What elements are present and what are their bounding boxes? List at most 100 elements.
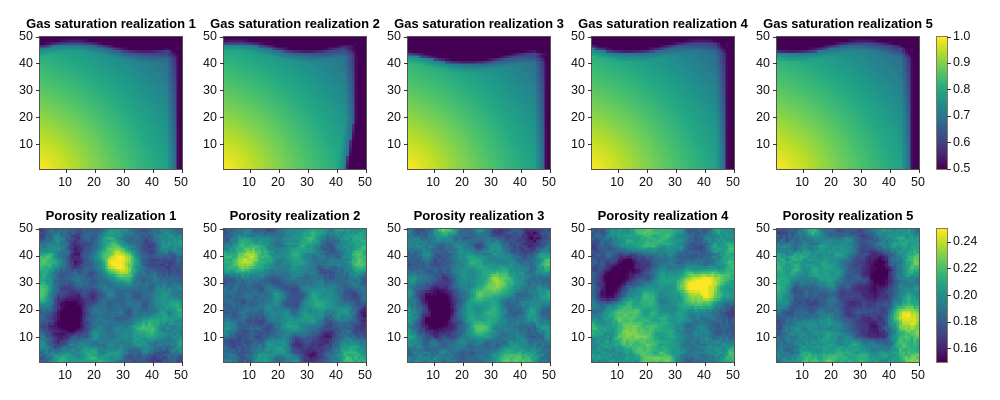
y-tick-label: 10 bbox=[571, 136, 585, 151]
x-tick bbox=[802, 362, 804, 366]
panel-title: Porosity realization 3 bbox=[413, 208, 545, 223]
x-tick bbox=[152, 362, 154, 366]
colorbar-tick-label: 0.5 bbox=[953, 161, 971, 175]
x-tick-label: 10 bbox=[58, 175, 72, 189]
panel-title: Porosity realization 5 bbox=[782, 208, 914, 223]
x-tick bbox=[549, 169, 551, 173]
colorbar-tick-label: 0.20 bbox=[953, 287, 978, 302]
x-tick-label: 30 bbox=[668, 175, 682, 189]
y-tick bbox=[773, 282, 777, 284]
y-tick bbox=[588, 36, 592, 38]
y-tick-label: 30 bbox=[203, 82, 217, 97]
y-tick bbox=[773, 144, 777, 146]
y-tick-label: 40 bbox=[19, 248, 33, 263]
x-tick-label: 30 bbox=[853, 368, 867, 382]
panel-title: Gas saturation realization 4 bbox=[578, 16, 748, 31]
y-tick-label: 30 bbox=[571, 275, 585, 290]
x-tick-label: 30 bbox=[300, 175, 314, 189]
y-tick bbox=[404, 255, 408, 257]
x-tick-label: 10 bbox=[242, 175, 256, 189]
y-tick bbox=[588, 90, 592, 92]
y-tick-label: 40 bbox=[756, 55, 770, 70]
x-tick bbox=[704, 362, 706, 366]
x-tick bbox=[249, 362, 251, 366]
x-tick bbox=[278, 169, 280, 173]
x-tick-label: 10 bbox=[610, 368, 624, 382]
y-tick bbox=[588, 144, 592, 146]
x-tick-label: 50 bbox=[911, 368, 925, 382]
x-tick-label: 40 bbox=[513, 175, 527, 189]
x-tick bbox=[675, 169, 677, 173]
x-tick-label: 20 bbox=[271, 175, 285, 189]
colorbar-tick-label: 0.16 bbox=[953, 340, 978, 355]
x-tick-label: 40 bbox=[513, 368, 527, 382]
colorbar-tick-label: 0.9 bbox=[953, 55, 971, 70]
x-tick-label: 20 bbox=[271, 368, 285, 382]
y-tick bbox=[36, 282, 40, 284]
colorbar-tick-label: 0.7 bbox=[953, 108, 971, 123]
y-tick bbox=[773, 255, 777, 257]
y-tick bbox=[404, 63, 408, 65]
x-tick-label: 50 bbox=[358, 175, 372, 189]
y-tick bbox=[404, 90, 408, 92]
y-tick-label: 50 bbox=[756, 221, 770, 235]
y-tick-label: 30 bbox=[756, 82, 770, 97]
y-tick bbox=[36, 228, 40, 230]
panel-title: Porosity realization 2 bbox=[229, 208, 361, 223]
x-tick bbox=[462, 169, 464, 173]
x-tick bbox=[336, 169, 338, 173]
x-tick bbox=[617, 362, 619, 366]
x-tick-label: 40 bbox=[882, 368, 896, 382]
y-tick bbox=[773, 63, 777, 65]
x-tick-label: 20 bbox=[87, 368, 101, 382]
x-tick-label: 50 bbox=[174, 368, 188, 382]
x-tick-label: 20 bbox=[87, 175, 101, 189]
y-tick-label: 30 bbox=[756, 275, 770, 290]
panel-title: Gas saturation realization 2 bbox=[210, 16, 380, 31]
x-tick-label: 50 bbox=[358, 368, 372, 382]
y-tick-label: 10 bbox=[19, 136, 33, 151]
y-tick bbox=[773, 36, 777, 38]
y-tick bbox=[36, 117, 40, 119]
heatmap bbox=[777, 229, 919, 362]
y-tick-label: 20 bbox=[19, 302, 33, 317]
x-tick bbox=[65, 169, 67, 173]
heatmap bbox=[40, 37, 182, 169]
x-tick-label: 30 bbox=[484, 368, 498, 382]
colorbar-tick bbox=[947, 36, 951, 38]
x-tick-label: 20 bbox=[455, 175, 469, 189]
x-tick bbox=[646, 362, 648, 366]
x-tick bbox=[646, 169, 648, 173]
y-tick-label: 20 bbox=[387, 302, 401, 317]
y-tick bbox=[588, 63, 592, 65]
x-tick-label: 10 bbox=[426, 368, 440, 382]
y-tick-label: 50 bbox=[387, 29, 401, 43]
y-tick-label: 30 bbox=[571, 82, 585, 97]
x-tick bbox=[704, 169, 706, 173]
y-tick-label: 10 bbox=[387, 329, 401, 344]
heatmap bbox=[592, 37, 734, 169]
y-tick bbox=[220, 282, 224, 284]
y-tick bbox=[588, 282, 592, 284]
colorbar-tick bbox=[947, 241, 951, 243]
colorbar-tick bbox=[947, 295, 951, 296]
y-tick-label: 40 bbox=[756, 248, 770, 263]
colorbar-tick-label: 0.22 bbox=[953, 260, 978, 275]
y-tick bbox=[773, 90, 777, 92]
x-tick-label: 20 bbox=[639, 175, 653, 189]
x-tick bbox=[617, 169, 619, 173]
y-tick bbox=[36, 309, 40, 311]
x-tick bbox=[433, 362, 435, 366]
y-tick-label: 30 bbox=[387, 82, 401, 97]
y-tick bbox=[220, 337, 224, 339]
y-tick-label: 10 bbox=[756, 329, 770, 344]
y-tick-label: 20 bbox=[387, 109, 401, 124]
y-tick-label: 40 bbox=[203, 55, 217, 70]
x-tick bbox=[675, 362, 677, 366]
x-tick-label: 30 bbox=[300, 368, 314, 382]
x-tick bbox=[181, 169, 183, 173]
panel-title: Gas saturation realization 1 bbox=[26, 16, 196, 31]
y-tick-label: 10 bbox=[387, 136, 401, 151]
y-tick-label: 20 bbox=[203, 109, 217, 124]
y-tick bbox=[588, 228, 592, 230]
